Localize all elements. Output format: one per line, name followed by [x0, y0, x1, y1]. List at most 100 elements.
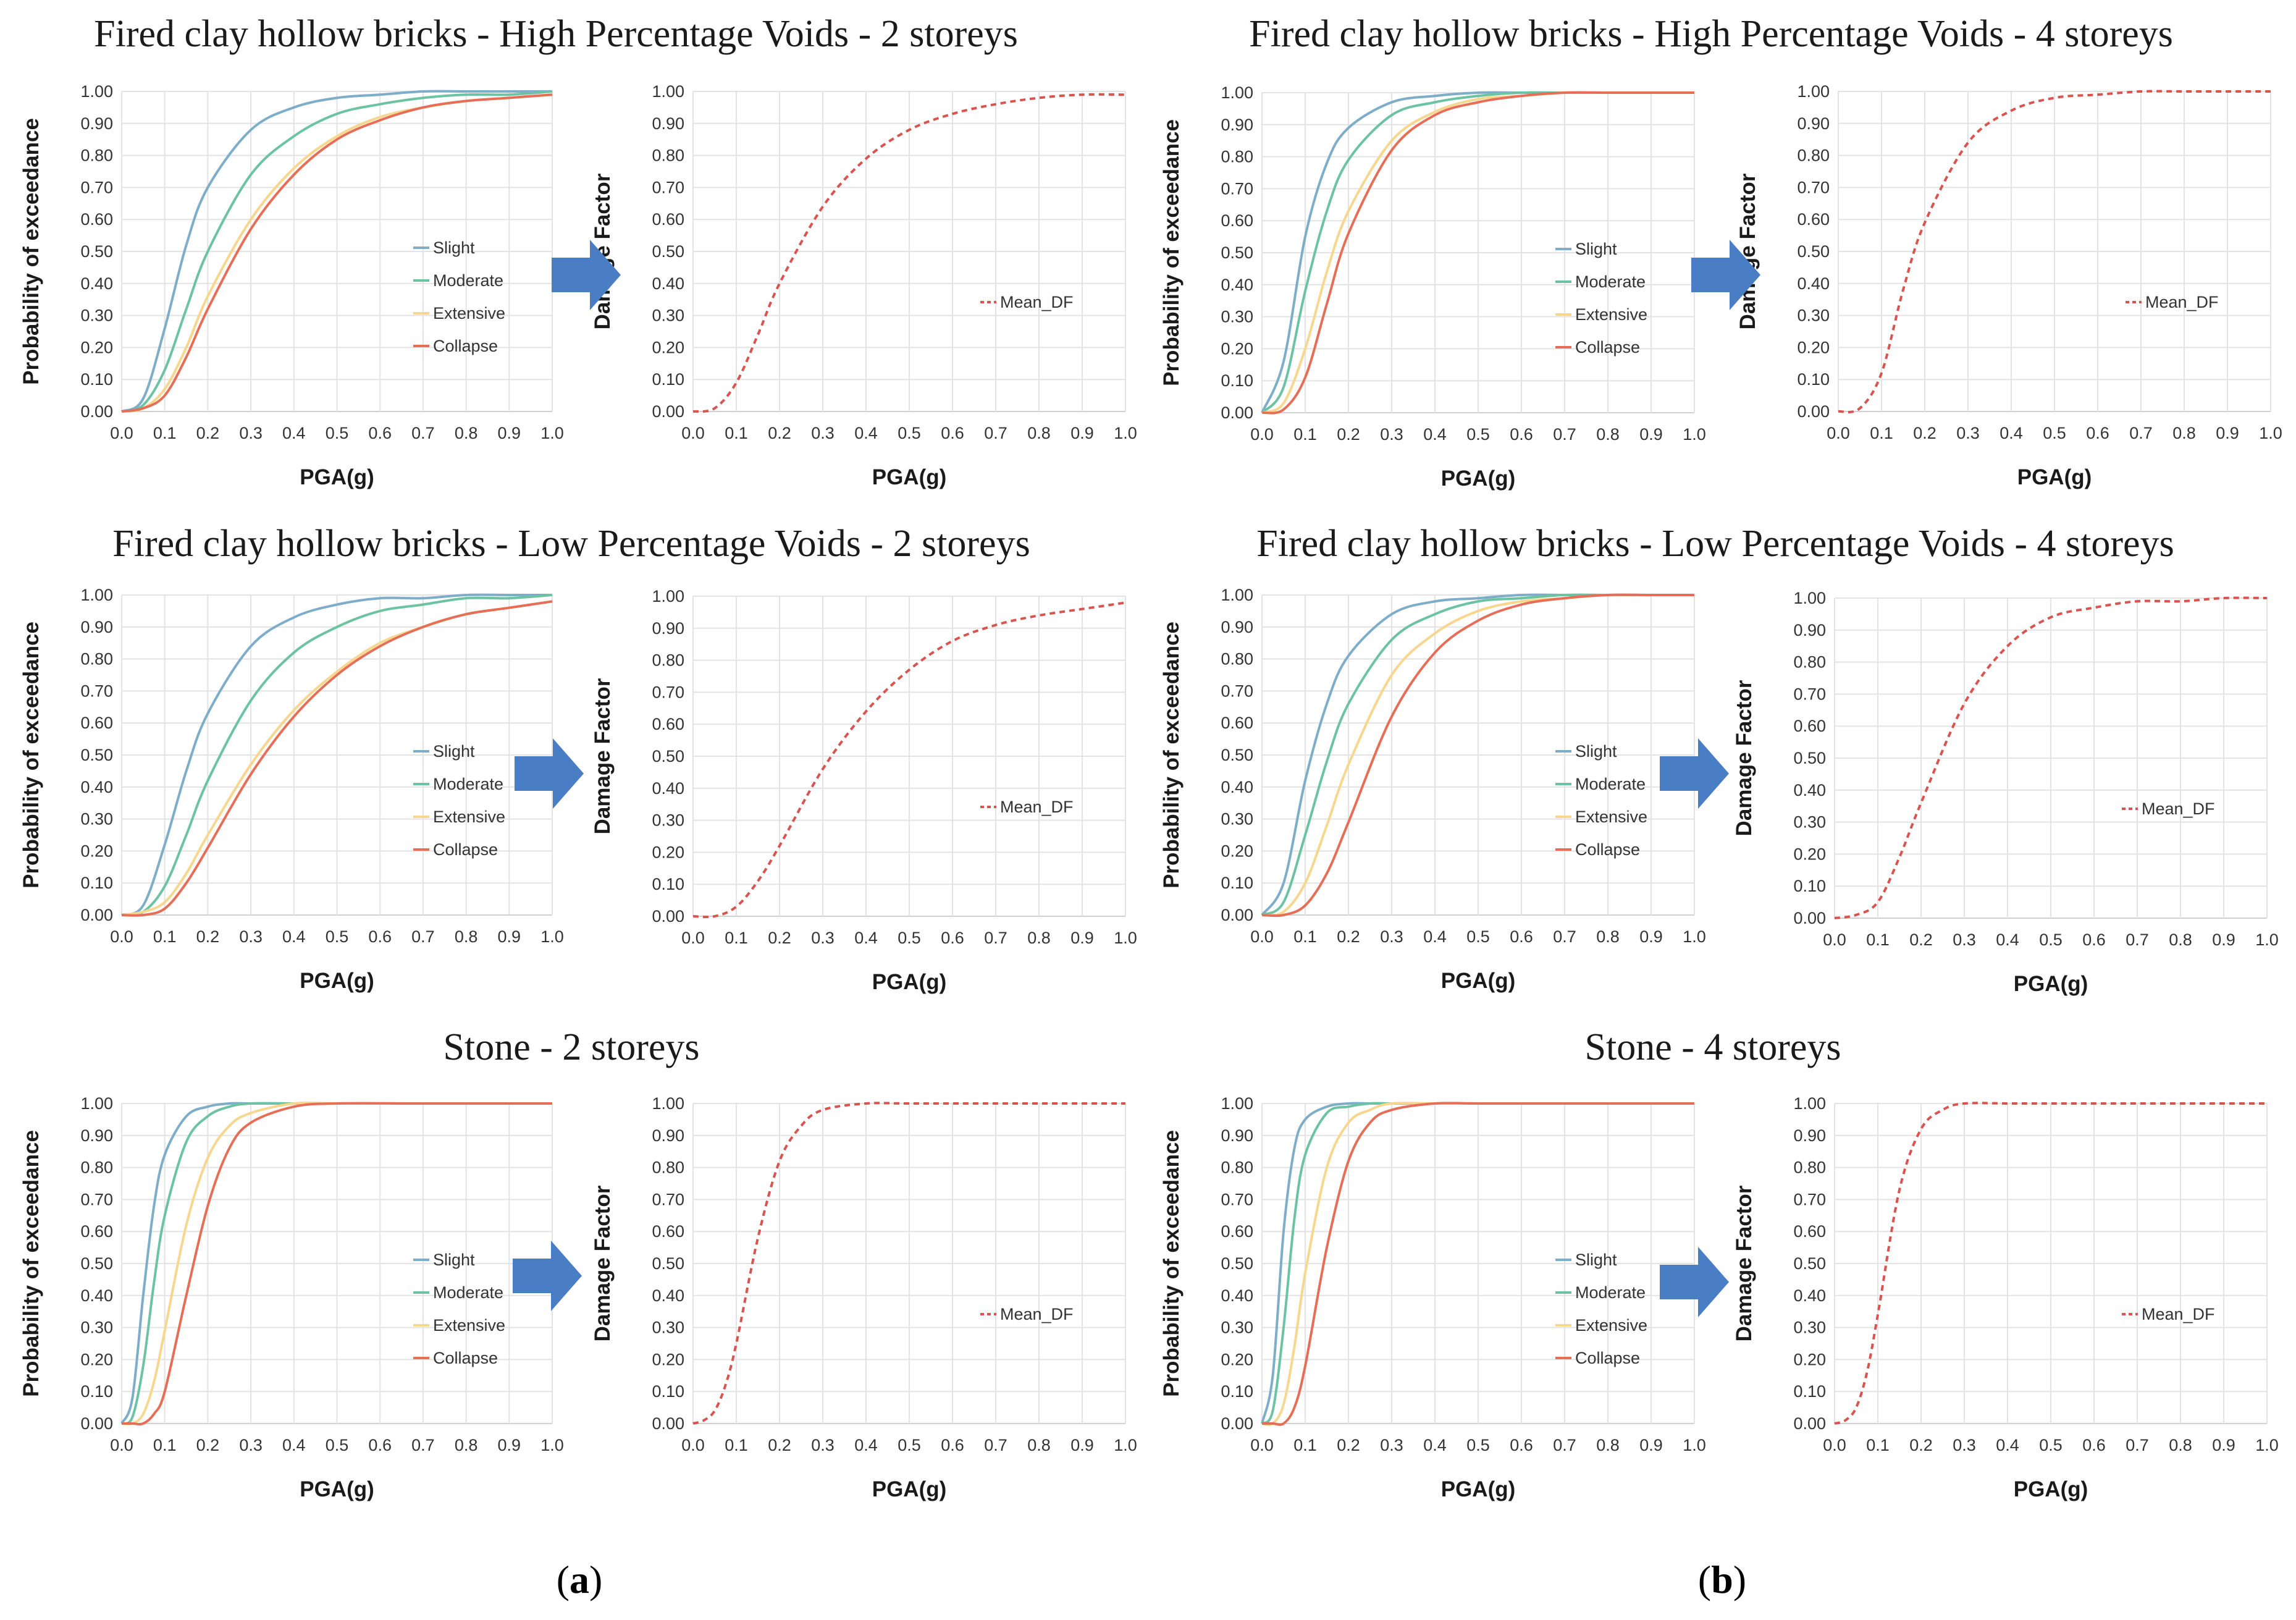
x-tick-label: 1.0 [1683, 425, 1706, 444]
x-tick-label: 1.0 [540, 927, 564, 946]
x-tick-label: 0.1 [153, 424, 177, 442]
y-tick-label: 0.20 [80, 1350, 113, 1369]
chart-fc-high-4-df: 0.000.100.200.300.400.500.600.700.800.90… [1736, 82, 2282, 489]
y-tick-label: 0.20 [1221, 1350, 1253, 1369]
x-tick-label: 0.9 [1070, 1436, 1094, 1454]
x-axis-label: PGA(g) [872, 465, 947, 489]
y-tick-label: 0.40 [1797, 274, 1830, 293]
x-tick-label: 0.2 [1909, 1436, 1933, 1454]
x-tick-label: 0.1 [1866, 930, 1890, 949]
legend-entry: Moderate [1575, 775, 1646, 793]
x-tick-label: 0.8 [2169, 930, 2192, 949]
x-tick-label: 0.0 [110, 927, 133, 946]
series-line-mean-df [692, 601, 1126, 919]
x-tick-label: 0.9 [1070, 424, 1094, 442]
y-tick-label: 0.60 [1221, 714, 1253, 732]
y-tick-label: 0.70 [652, 683, 684, 701]
y-tick-label: 0.50 [80, 746, 113, 764]
x-tick-label: 0.2 [768, 424, 791, 442]
x-tick-label: 0.0 [681, 424, 705, 442]
x-tick-label: 0.1 [153, 927, 177, 946]
x-tick-label: 1.0 [1683, 927, 1706, 946]
y-tick-label: 1.00 [652, 82, 684, 101]
x-tick-label: 0.5 [326, 424, 349, 442]
y-tick-label: 0.10 [1793, 1382, 1826, 1401]
x-tick-label: 0.8 [2172, 424, 2196, 442]
y-tick-label: 0.00 [652, 1414, 684, 1433]
panel-label-b-close: ) [1733, 1558, 1746, 1601]
y-tick-label: 0.50 [1221, 1254, 1253, 1273]
y-tick-label: 0.60 [1793, 717, 1826, 735]
legend-entry: Extensive [1575, 1316, 1647, 1335]
x-tick-label: 0.8 [1596, 425, 1620, 444]
y-tick-label: 0.30 [80, 306, 113, 325]
y-tick-label: 1.00 [80, 586, 113, 604]
arrow-stone-2-icon [513, 1241, 582, 1311]
x-tick-label: 0.7 [984, 1436, 1007, 1454]
x-tick-label: 0.3 [1380, 927, 1403, 946]
series-line-collapse [121, 93, 553, 413]
x-tick-label: 0.9 [2212, 1436, 2235, 1454]
y-tick-label: 0.20 [1221, 339, 1253, 358]
x-tick-label: 0.9 [498, 927, 521, 946]
x-axis-label: PGA(g) [872, 1477, 947, 1501]
y-tick-label: 0.30 [1793, 1318, 1826, 1337]
chart-title: Fired clay hollow bricks - High Percenta… [1249, 13, 2173, 55]
x-tick-label: 0.7 [2126, 930, 2149, 949]
panel-label-a: (a) [557, 1558, 603, 1601]
x-tick-label: 0.5 [2039, 1436, 2063, 1454]
series-line-mean-df [1838, 90, 2271, 413]
x-tick-label: 0.0 [681, 1436, 705, 1454]
chart-fc-high-4: Fired clay hollow bricks - High Percenta… [1159, 13, 2173, 491]
x-tick-label: 0.1 [725, 929, 748, 947]
y-tick-label: 0.10 [1221, 1382, 1253, 1401]
chart-title: Stone - 2 storeys [443, 1026, 699, 1068]
chart-fc-low-4-df: 0.000.100.200.300.400.500.600.700.800.90… [1732, 589, 2279, 996]
x-tick-label: 0.5 [898, 1436, 921, 1454]
x-tick-label: 0.4 [854, 1436, 878, 1454]
x-tick-label: 0.5 [898, 424, 921, 442]
y-tick-label: 0.70 [1221, 1190, 1253, 1209]
y-tick-label: 0.60 [1793, 1222, 1826, 1241]
y-tick-label: 0.90 [1793, 621, 1826, 639]
y-tick-label: 0.90 [652, 619, 684, 638]
y-tick-label: 0.30 [652, 306, 684, 325]
y-tick-label: 0.90 [652, 114, 684, 133]
legend-entry: Extensive [1575, 808, 1647, 826]
y-tick-label: 0.90 [80, 618, 113, 636]
y-tick-label: 1.00 [80, 82, 113, 101]
legend-entry: Slight [433, 1251, 475, 1269]
x-tick-label: 0.5 [2039, 930, 2063, 949]
legend-entry: Collapse [433, 840, 498, 859]
panel-label-b-letter: b [1711, 1558, 1733, 1601]
series-line-collapse [1261, 593, 1694, 918]
x-tick-label: 0.1 [1293, 927, 1317, 946]
y-tick-label: 0.70 [1793, 1190, 1826, 1209]
y-axis-label: Probability of exceedance [1159, 119, 1184, 386]
y-tick-label: 0.50 [80, 242, 113, 261]
x-tick-label: 0.4 [1423, 425, 1447, 444]
y-tick-label: 0.00 [80, 1414, 113, 1433]
y-tick-label: 0.00 [80, 906, 113, 924]
series-line-moderate [121, 594, 553, 917]
x-tick-label: 0.4 [1423, 927, 1447, 946]
y-tick-label: 0.30 [652, 1318, 684, 1337]
legend-entry: Collapse [433, 1349, 498, 1367]
x-tick-label: 0.7 [1553, 1436, 1576, 1454]
y-tick-label: 0.10 [80, 1382, 113, 1401]
legend-entry: Moderate [433, 271, 503, 290]
y-tick-label: 0.00 [652, 907, 684, 926]
x-tick-label: 0.1 [1293, 425, 1317, 444]
y-tick-label: 0.70 [1793, 685, 1826, 703]
x-axis-label: PGA(g) [2014, 972, 2088, 996]
x-tick-label: 0.9 [1639, 425, 1663, 444]
x-tick-label: 0.4 [1996, 930, 2019, 949]
y-tick-label: 0.60 [80, 714, 113, 732]
y-tick-label: 0.50 [652, 747, 684, 766]
y-axis-label: Damage Factor [1732, 1185, 1756, 1341]
x-tick-label: 0.9 [2212, 930, 2235, 949]
y-tick-label: 0.90 [1797, 114, 1830, 133]
x-tick-label: 0.4 [2000, 424, 2023, 442]
